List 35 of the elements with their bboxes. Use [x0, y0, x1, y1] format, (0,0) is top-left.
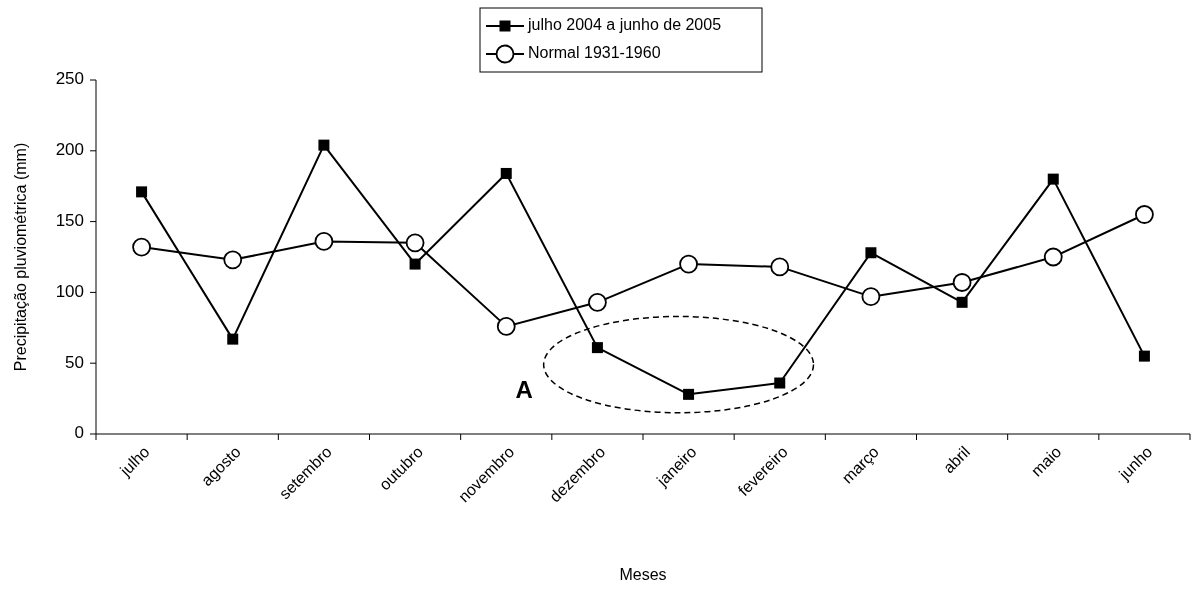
- point: [314, 232, 334, 251]
- point: [588, 292, 607, 312]
- point: [227, 333, 239, 345]
- point: [952, 273, 972, 292]
- point: [1047, 173, 1059, 185]
- x-axis-title: Meses: [619, 566, 667, 583]
- point: [132, 237, 151, 257]
- point: [770, 257, 790, 277]
- point: [865, 247, 877, 259]
- point: [861, 287, 881, 307]
- y-tick-label: 50: [65, 352, 84, 372]
- annotation: A: [515, 375, 533, 403]
- point: [683, 388, 695, 400]
- y-tick-label: 100: [55, 281, 84, 301]
- point: [1138, 350, 1150, 362]
- point: [223, 250, 243, 270]
- point: [409, 258, 421, 270]
- y-tick-label: 250: [55, 69, 84, 89]
- legend-label: julho 2004 a junho de 2005: [527, 16, 722, 34]
- point: [405, 233, 425, 253]
- point: [679, 254, 698, 274]
- y-axis-title: Precipitação pluviométrica (mm): [12, 142, 29, 372]
- point: [591, 342, 603, 354]
- point: [956, 296, 968, 308]
- point: [500, 167, 512, 179]
- point: [318, 139, 330, 151]
- point: [774, 377, 786, 389]
- point: [136, 186, 148, 198]
- legend-label: Normal 1931-1960: [528, 44, 661, 62]
- point: [1135, 205, 1154, 224]
- point: [1043, 247, 1063, 267]
- point: [496, 316, 516, 336]
- y-tick-label: 0: [74, 423, 84, 443]
- y-tick-label: 150: [55, 211, 84, 231]
- y-tick-label: 200: [55, 140, 84, 160]
